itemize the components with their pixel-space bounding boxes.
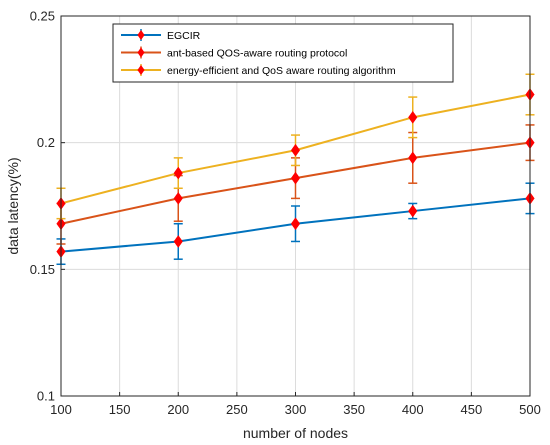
- legend-item-ant-based-qos-aware-routing-protocol: ant-based QOS-aware routing protocol: [121, 46, 347, 60]
- y-tick-label: 0.1: [37, 389, 55, 404]
- data-point: [408, 110, 418, 124]
- legend-label: EGCIR: [167, 30, 201, 42]
- x-tick-label: 150: [109, 402, 131, 417]
- y-axis-label: data latency(%): [5, 157, 21, 254]
- data-point: [173, 235, 183, 248]
- data-point: [173, 166, 183, 180]
- y-tick-label: 0.15: [30, 262, 55, 277]
- data-point: [290, 171, 301, 185]
- y-tick-label: 0.2: [37, 135, 55, 150]
- x-tick-label: 200: [167, 402, 189, 417]
- data-point: [408, 204, 418, 218]
- y-axis-ticks: 0.1 0.15 0.2 0.25: [30, 9, 65, 404]
- legend-swatch-marker: [137, 30, 145, 40]
- legend-swatch-marker: [137, 47, 145, 58]
- x-tick-label: 300: [285, 402, 307, 417]
- data-point: [290, 217, 301, 231]
- data-point: [408, 151, 418, 165]
- x-tick-label: 100: [50, 402, 72, 417]
- y-tick-label: 0.25: [30, 9, 55, 24]
- x-tick-label: 500: [519, 402, 541, 417]
- legend-swatch-marker: [137, 65, 145, 75]
- legend-label: energy-efficient and QoS aware routing a…: [167, 65, 396, 77]
- x-tick-label: 400: [402, 402, 424, 417]
- data-point: [173, 191, 183, 205]
- legend-item-egcir: EGCIR: [121, 29, 201, 42]
- x-tick-label: 450: [461, 402, 483, 417]
- data-point: [290, 143, 301, 157]
- plot-frame: [60, 15, 531, 397]
- x-axis-label: number of nodes: [243, 425, 348, 441]
- x-tick-label: 250: [226, 402, 248, 417]
- series-energy-efficient-and-qos-aware-routing-algorithm: [56, 73, 535, 220]
- legend-label: ant-based QOS-aware routing protocol: [167, 48, 347, 60]
- x-tick-label: 350: [343, 402, 365, 417]
- legend: EGCIR ant-based QOS-aware routing protoco…: [112, 23, 454, 83]
- legend-item-energy-efficient-and-qos-aware-routing-algorithm: energy-efficient and QoS aware routing a…: [121, 64, 396, 77]
- legend-box: [112, 23, 454, 83]
- x-axis-ticks: 100 150 200 250 300 350 400 450 500: [50, 392, 541, 417]
